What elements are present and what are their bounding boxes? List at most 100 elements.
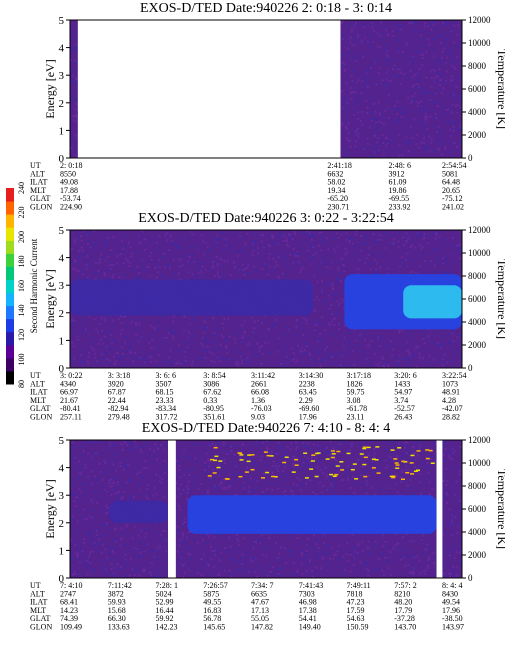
table-cell: 23.33 (156, 396, 174, 405)
table-row-label: MLT (30, 396, 46, 405)
table-cell: 149.40 (299, 623, 321, 632)
table-cell: 16.44 (156, 606, 174, 615)
table-cell: 4.28 (442, 396, 456, 405)
table-cell: 241.02 (442, 203, 464, 212)
colorbar-tick-label: 80 (17, 380, 26, 388)
table-cell: 14.23 (60, 606, 78, 615)
y-axis-label-right: Temperature [K] (495, 469, 505, 549)
colorbar-tick-label: 160 (17, 280, 26, 292)
y-right-tick-label: 10000 (468, 458, 491, 468)
table-row-label: ALT (30, 589, 45, 598)
chart-title: EXOS-D/TED Date:940226 3: 0:22 - 3:22:54 (138, 211, 393, 226)
speckle-feature (207, 446, 435, 481)
plot-area (70, 230, 462, 368)
table-cell: -65.20 (327, 194, 348, 203)
table-cell: 47.23 (347, 598, 365, 607)
y-tick-label: 5 (59, 435, 65, 447)
table-cell: 66.08 (251, 388, 269, 397)
table-cell: 3507 (156, 379, 172, 388)
table-cell: 3.08 (347, 396, 361, 405)
colorbar-swatch (6, 305, 14, 320)
colorbar-swatch (6, 266, 14, 280)
y-axis-label: Energy [eV] (43, 479, 57, 538)
table-row-label: GLON (30, 623, 52, 632)
colorbar-tick-label: 200 (17, 231, 26, 243)
table-cell: 150.59 (347, 623, 369, 632)
table-cell: 56.78 (203, 614, 221, 623)
y-axis-label: Energy [eV] (43, 269, 57, 328)
table-cell: 9.03 (251, 413, 265, 422)
colorbar-tick-label: 180 (17, 256, 26, 268)
colorbar-swatch (6, 292, 14, 307)
table-cell: 224.90 (60, 203, 82, 212)
data-segment (442, 440, 462, 578)
table-cell: 54.41 (299, 614, 317, 623)
colorbar-swatch (6, 227, 14, 241)
table-cell: -69.60 (299, 404, 320, 413)
table-cell: 74.39 (60, 614, 78, 623)
table-cell: 109.49 (60, 623, 82, 632)
y-tick-label: 2 (59, 98, 65, 110)
colorbar-tick-label: 220 (17, 207, 26, 219)
table-cell: 66.97 (60, 388, 78, 397)
table-cell: 3: 0:22 (60, 371, 82, 380)
y-right-tick-label: 2000 (468, 130, 487, 140)
table-cell: 64.48 (442, 178, 460, 187)
y-tick-label: 5 (59, 225, 65, 237)
y-right-tick-label: 8000 (468, 481, 487, 491)
table-cell: 8: 4: 4 (442, 581, 462, 590)
noise-texture (70, 32, 78, 158)
table-cell: 6635 (251, 589, 267, 598)
band-feature (70, 279, 314, 316)
table-cell: 19.34 (327, 186, 345, 195)
band-feature (109, 500, 168, 523)
table-row-label: ILAT (30, 598, 47, 607)
y-right-tick-label: 8000 (468, 271, 487, 281)
colorbar-swatch (6, 331, 14, 346)
table-row-label: UT (30, 161, 41, 170)
table-cell: 48.20 (394, 598, 412, 607)
table-cell: 68.41 (60, 598, 78, 607)
table-cell: 21.67 (60, 396, 78, 405)
y-tick-label: 3 (59, 70, 65, 82)
table-cell: 7: 4:10 (60, 581, 82, 590)
plot-area (70, 440, 462, 578)
table-cell: 143.97 (442, 623, 464, 632)
table-cell: 6632 (327, 169, 343, 178)
table-cell: -37.28 (394, 614, 415, 623)
colorbar-swatch (6, 201, 14, 215)
table-cell: 2:48: 6 (389, 161, 411, 170)
y-tick-label: 1 (59, 545, 65, 557)
table-cell: -80.95 (203, 404, 224, 413)
table-row-label: UT (30, 581, 41, 590)
patch-feature (403, 285, 462, 319)
table-cell: 22.44 (108, 396, 126, 405)
y-tick-label: 5 (59, 15, 65, 27)
table-cell: 7:28: 1 (156, 581, 178, 590)
table-cell: 59.93 (108, 598, 126, 607)
noise-texture (340, 20, 462, 158)
table-cell: 7:34: 7 (251, 581, 273, 590)
table-row-label: MLT (30, 606, 46, 615)
table-cell: 58.02 (327, 178, 345, 187)
table-cell: 19.86 (389, 186, 407, 195)
y-axis-label: Energy [eV] (43, 59, 57, 118)
table-cell: 17.96 (442, 606, 460, 615)
table-cell: 3912 (389, 169, 405, 178)
y-tick-label: 3 (59, 280, 65, 292)
table-cell: 7:49:11 (347, 581, 371, 590)
table-cell: 2.29 (299, 396, 313, 405)
table-cell: 49.54 (442, 598, 460, 607)
table-cell: 54.63 (347, 614, 365, 623)
y-tick-label: 0 (59, 153, 65, 165)
table-cell: 49.08 (60, 178, 78, 187)
table-cell: 15.68 (108, 606, 126, 615)
table-cell: -42.07 (442, 404, 463, 413)
table-cell: 3:11:42 (251, 371, 275, 380)
panel-1: EXOS-D/TED Date:940226 2: 0:18 - 3: 0:14… (30, 1, 505, 212)
y-tick-label: 4 (59, 253, 65, 265)
data-segment (70, 20, 78, 158)
table-cell: -61.78 (347, 404, 368, 413)
table-cell: 16.83 (203, 606, 221, 615)
